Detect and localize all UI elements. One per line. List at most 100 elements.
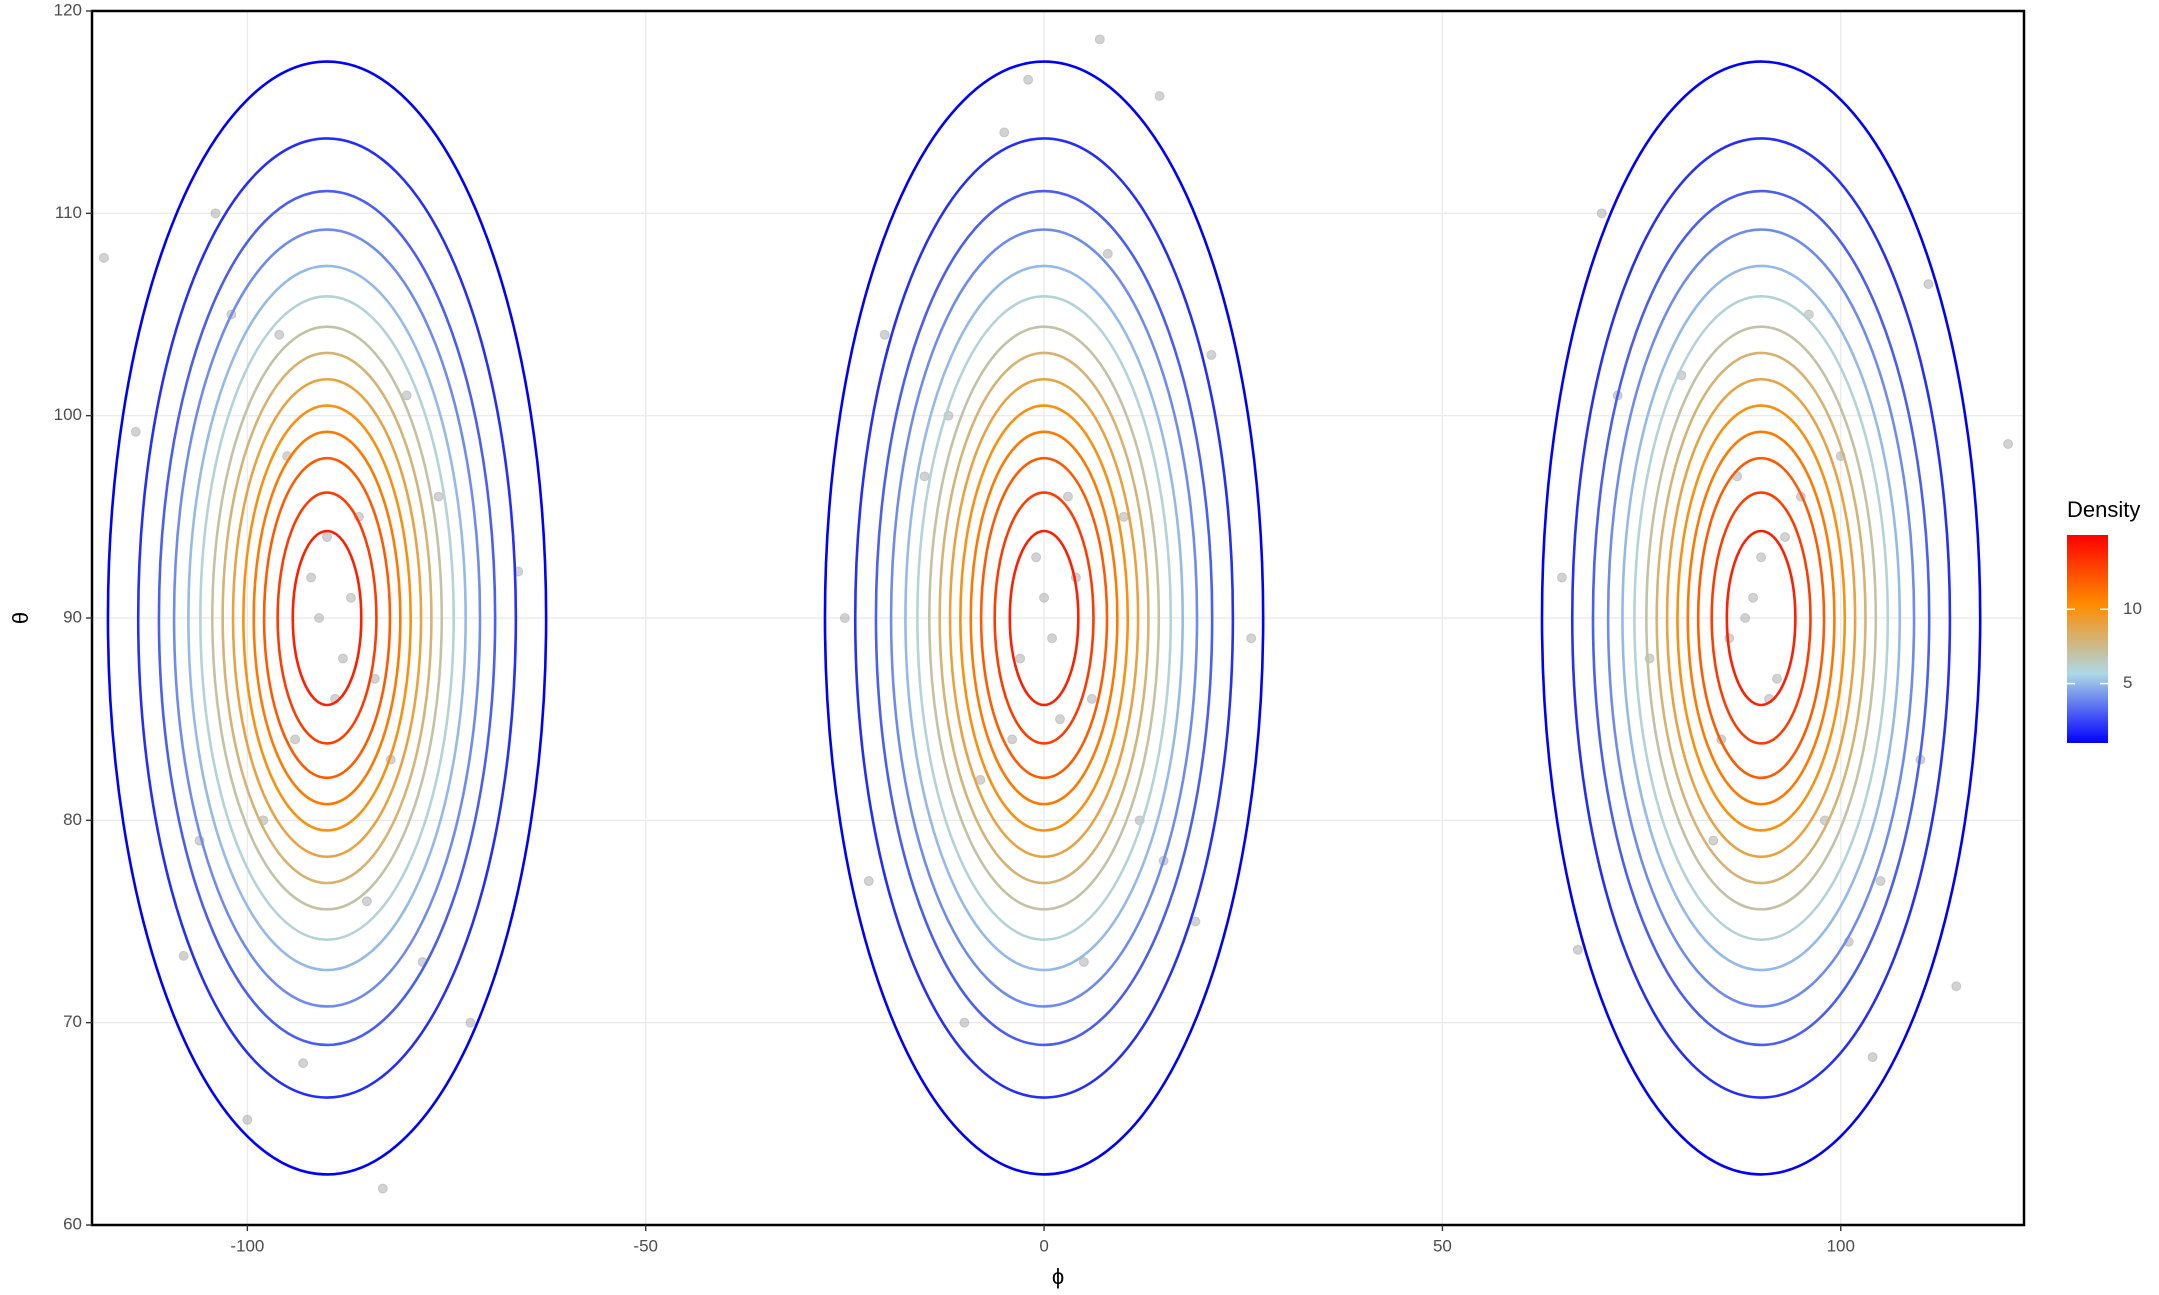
x-tick-label: 100 [1827, 1236, 1855, 1255]
scatter-point [1740, 613, 1751, 623]
scatter-point [1779, 532, 1790, 543]
scatter-point [2003, 438, 2014, 449]
scatter-point [298, 1058, 309, 1069]
contour-line [969, 430, 1119, 806]
x-tick-label: -50 [633, 1236, 658, 1255]
contour-line [1676, 404, 1847, 832]
scatter-point [1047, 633, 1058, 644]
scatter-point [879, 329, 890, 340]
contour-line [276, 491, 378, 745]
legend-title: Density [2067, 497, 2140, 522]
scatter-point [345, 592, 356, 603]
scatter-point [337, 653, 348, 664]
x-tick-label: 0 [1039, 1236, 1048, 1255]
scatter-point [919, 471, 930, 482]
y-tick-label: 80 [63, 810, 82, 829]
scatter-point [465, 1017, 476, 1028]
contour-line [1606, 228, 1916, 1008]
contour-line [106, 60, 548, 1176]
contour-line [1008, 529, 1080, 707]
scatter-point [178, 950, 189, 961]
contour-line [853, 137, 1235, 1099]
scatter-point [1772, 673, 1783, 684]
scatter-point [1031, 552, 1042, 563]
contour-line [993, 491, 1095, 745]
contour-line [187, 264, 467, 972]
scatter-point [290, 734, 301, 745]
scatter-point [1206, 349, 1217, 360]
contour-line [1645, 325, 1878, 911]
contour-line [904, 264, 1184, 972]
contour-line [928, 325, 1161, 911]
contour-line [916, 294, 1173, 942]
scatter-point [98, 252, 109, 263]
scatter-point [959, 1017, 970, 1028]
scatter-point [322, 532, 333, 543]
scatter-point [314, 613, 325, 623]
y-tick-label: 100 [54, 405, 82, 424]
scatter-point [999, 127, 1010, 138]
contour-line [948, 377, 1140, 859]
legend-colorbar [2067, 535, 2108, 743]
scatter-point [1708, 835, 1719, 846]
scatter-point [1118, 511, 1129, 522]
contour-line [1665, 377, 1857, 859]
scatter-point [1875, 876, 1886, 887]
scatter-point [1102, 248, 1113, 259]
y-tick-label: 90 [63, 607, 82, 626]
contour-line [959, 404, 1130, 832]
contour-line [1621, 264, 1902, 972]
contour-line [874, 189, 1214, 1047]
contour-line [889, 228, 1199, 1008]
scatter-point [1923, 279, 1934, 290]
contour-line [1591, 189, 1931, 1047]
scatter-point [1078, 956, 1089, 967]
scatter-point [1039, 592, 1050, 603]
contour-line [172, 228, 482, 1008]
scatter-point [433, 491, 444, 502]
scatter-point [1572, 944, 1583, 955]
contour-line [823, 60, 1265, 1176]
y-tick-label: 70 [63, 1012, 82, 1031]
scatter-point [377, 1183, 388, 1194]
contour-line [199, 294, 456, 942]
scatter-point [306, 572, 317, 583]
contour-line [1655, 351, 1867, 885]
contour-line [157, 189, 497, 1047]
scatter-point [1015, 653, 1026, 664]
contour-line [291, 529, 363, 707]
y-tick-label: 120 [54, 0, 82, 19]
scatter-point [1867, 1052, 1878, 1063]
x-tick-label: 50 [1433, 1236, 1452, 1255]
scatter-point [1054, 714, 1065, 725]
scatter-point [1556, 572, 1567, 583]
scatter-point [1596, 208, 1607, 219]
y-tick-label: 110 [55, 203, 82, 222]
contour-line [938, 351, 1150, 885]
contour-line [1540, 60, 1982, 1176]
scatter-point [1062, 491, 1073, 502]
scatter-point [1748, 592, 1759, 603]
scatter-point [1756, 552, 1767, 563]
y-axis-title: θ [8, 612, 33, 624]
legend-tick-label: 5 [2123, 673, 2132, 692]
scatter-point [1086, 693, 1097, 704]
scatter-point [242, 1114, 253, 1125]
contour-line [221, 351, 433, 885]
x-tick-label: -100 [230, 1236, 264, 1255]
scatter-point [839, 613, 850, 623]
scatter-point [1023, 74, 1034, 85]
contour-line [1696, 456, 1826, 780]
scatter-point [1007, 734, 1018, 745]
scatter-point [130, 426, 141, 437]
scatter-point [210, 208, 221, 219]
contour-line [1725, 529, 1797, 707]
contour-line [1686, 430, 1836, 806]
scatter-point [361, 896, 372, 907]
scatter-point [1246, 633, 1257, 644]
scatter-point [863, 876, 874, 887]
contour-line [136, 137, 518, 1099]
contour-line [262, 456, 392, 780]
scatter-point [1094, 34, 1105, 45]
